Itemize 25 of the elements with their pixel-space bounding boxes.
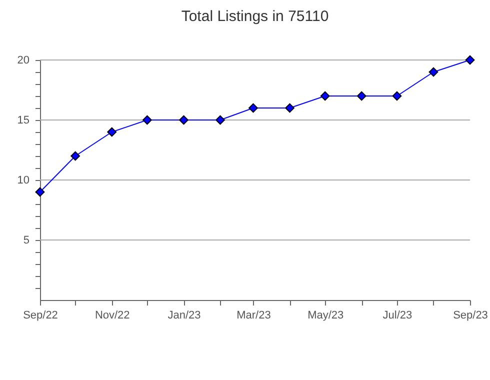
point <box>320 91 330 101</box>
point <box>248 103 258 113</box>
x-tick-label: Jan/23 <box>168 310 201 322</box>
point <box>356 91 366 101</box>
x-tick-label: Sep/22 <box>23 310 58 322</box>
point <box>142 115 152 125</box>
y-tick-label: 10 <box>17 174 30 186</box>
point <box>216 115 225 125</box>
x-tick-label: Jul/23 <box>382 310 412 322</box>
x-tick-label: May/23 <box>308 310 344 322</box>
point <box>35 187 45 197</box>
point <box>70 151 80 161</box>
chart-title: Total Listings in 75110 <box>181 8 329 25</box>
y-tick-label: 20 <box>17 54 30 66</box>
point <box>179 115 188 125</box>
x-tick-label: Sep/23 <box>453 310 488 322</box>
point <box>428 67 438 77</box>
point <box>392 91 402 101</box>
y-tick-label: 15 <box>17 114 30 126</box>
point <box>107 127 117 137</box>
y-tick-label: 5 <box>23 234 30 246</box>
point <box>285 103 294 113</box>
x-tick-label: Mar/23 <box>236 310 271 322</box>
point <box>465 55 475 65</box>
x-tick-label: Nov/22 <box>94 310 130 322</box>
